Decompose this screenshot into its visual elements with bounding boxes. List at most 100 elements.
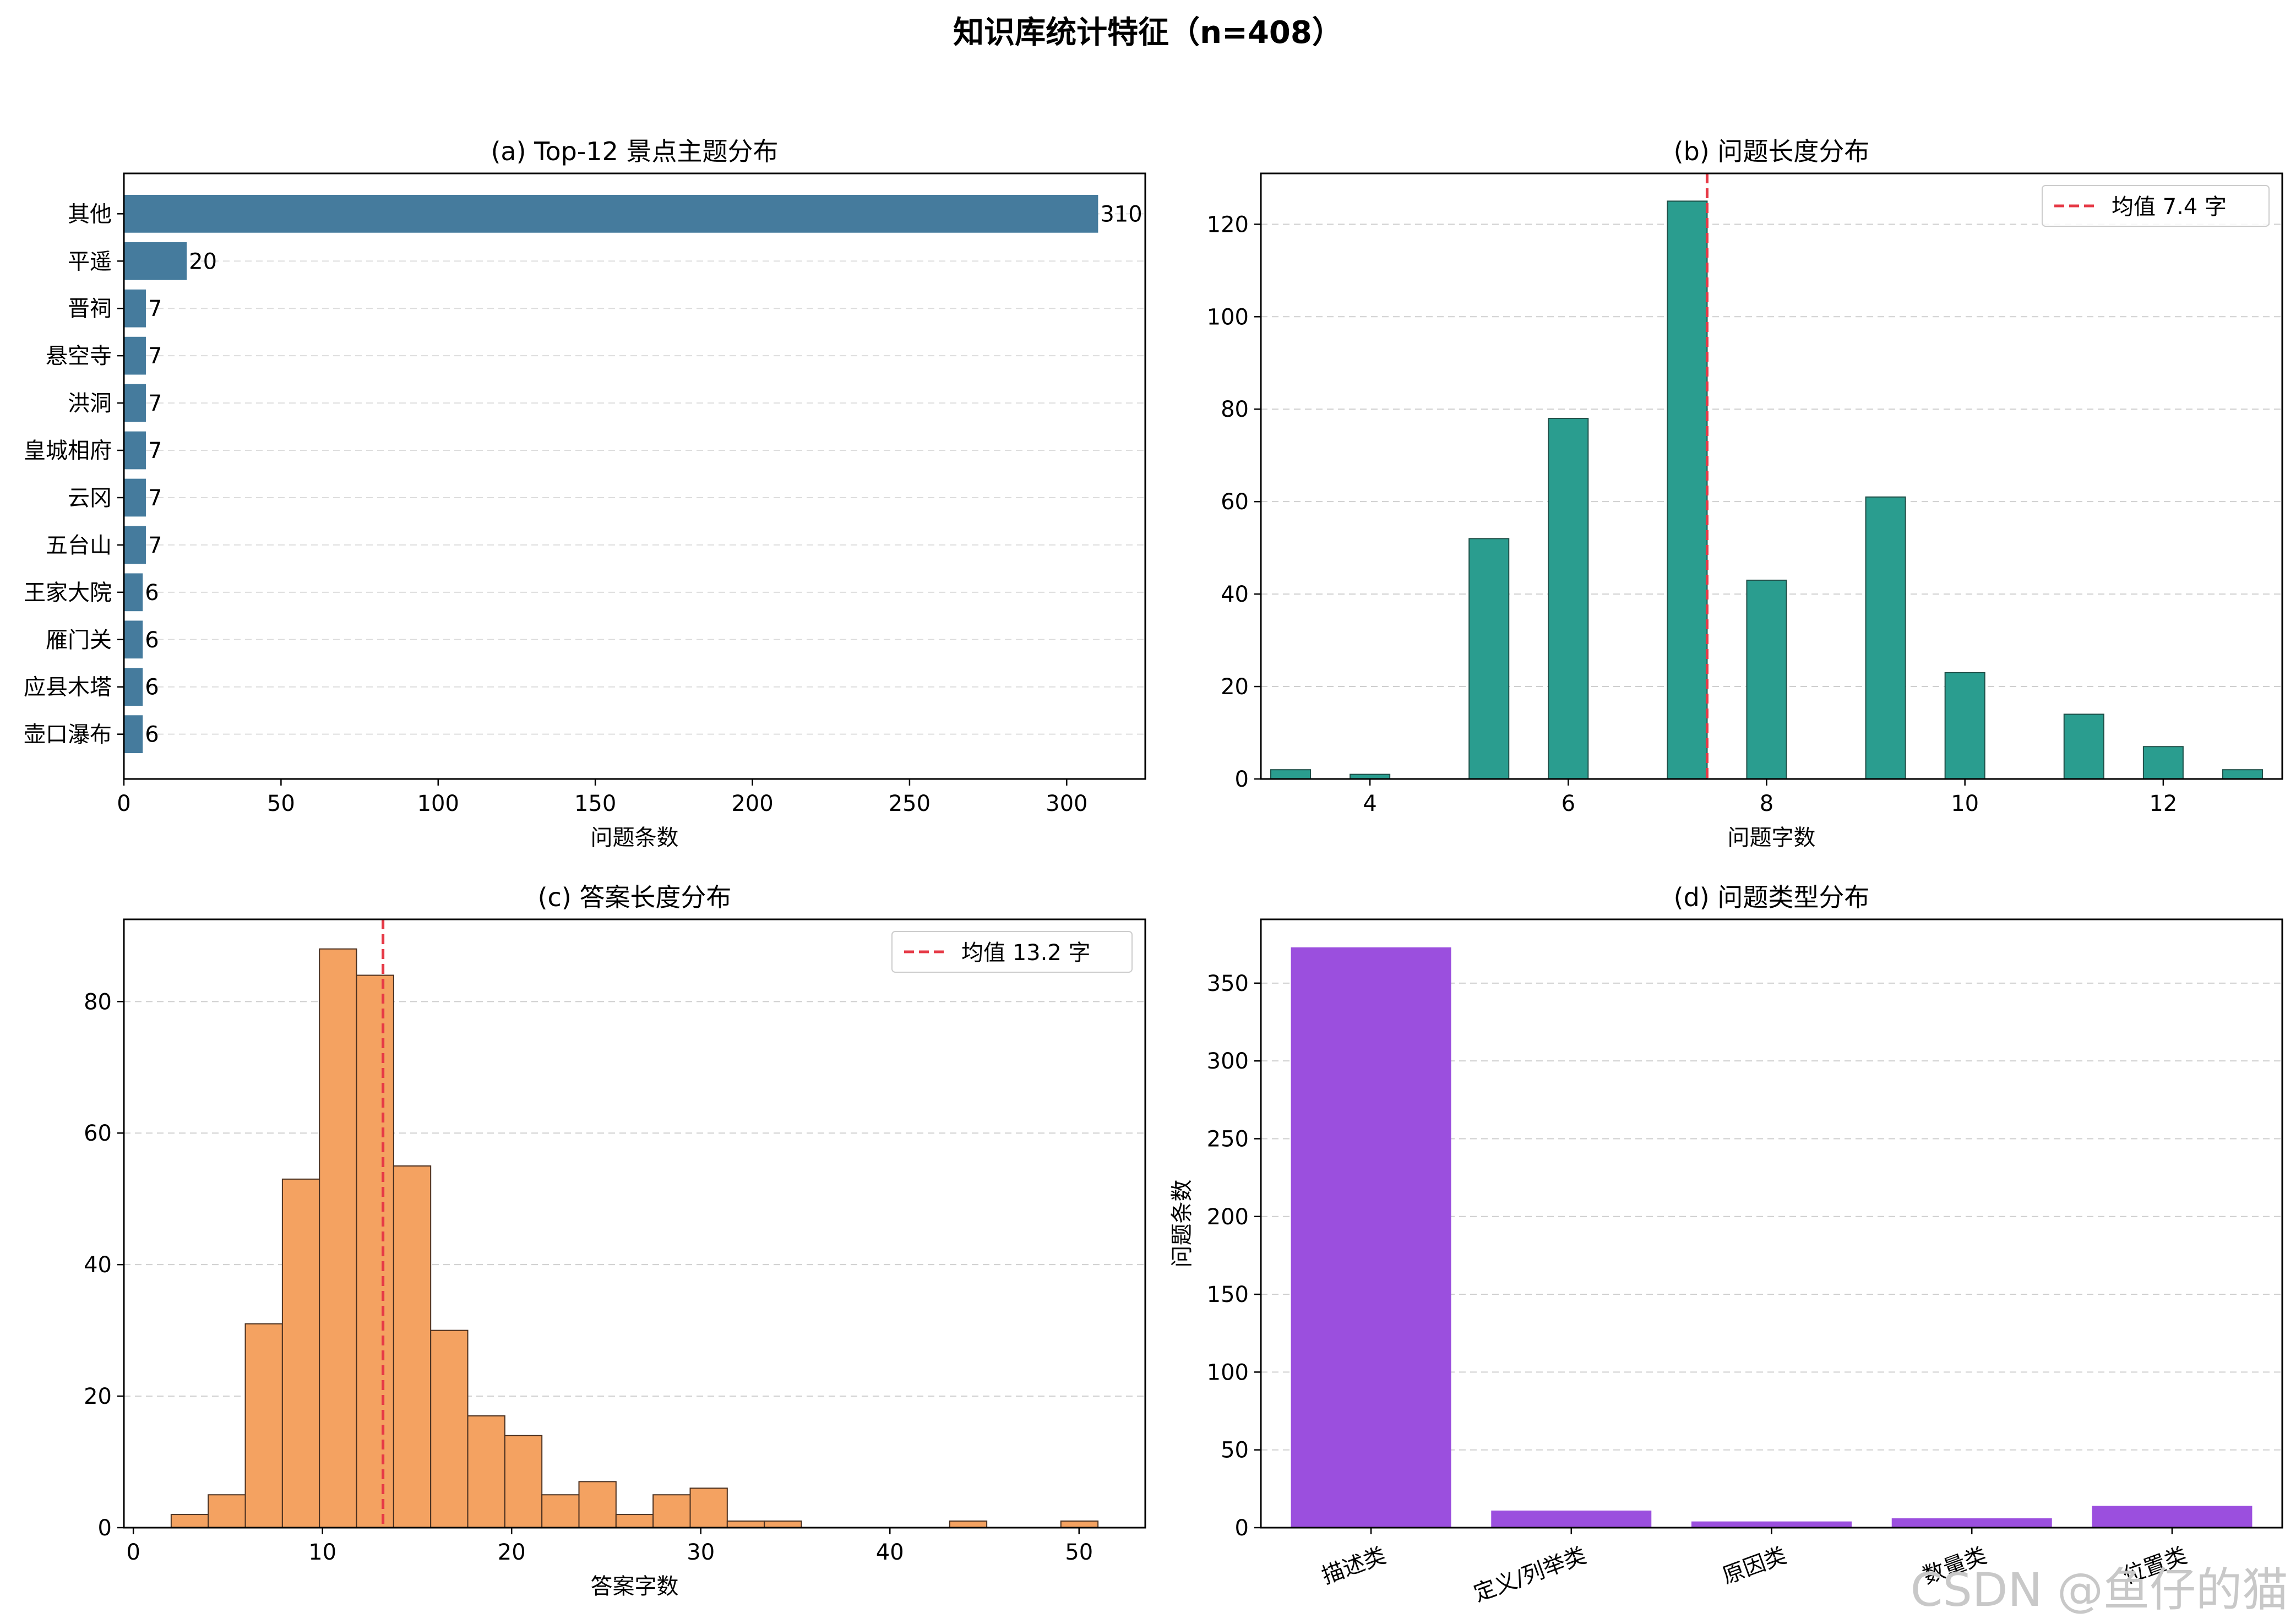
panel-d-bar: [2092, 1506, 2253, 1528]
panel-a-data-label: 7: [148, 486, 162, 511]
panel-b-bar: [1865, 496, 1906, 780]
panel-c-xlabel: 答案字数: [591, 1574, 679, 1599]
panel-c-xtick-label: 40: [876, 1540, 904, 1565]
panel-a-data-label: 6: [145, 675, 159, 700]
panel-c-bar: [281, 1178, 320, 1528]
panel-c-bar: [689, 1487, 728, 1528]
panel-d-ytick-label: 100: [1207, 1360, 1249, 1385]
panel-a-bar: [124, 336, 146, 375]
panel-c-ytick-label: 0: [98, 1516, 112, 1541]
panel-a-bar: [124, 478, 146, 517]
panel-b-xtick-label: 10: [1951, 791, 1979, 816]
panel-c-bar: [615, 1514, 654, 1529]
panel-b-xtick-label: 12: [2149, 791, 2177, 816]
panel-a-xtick-label: 100: [417, 791, 459, 816]
panel-b-ytick-label: 40: [1221, 582, 1249, 607]
panel-a-title: (a) Top-12 景点主题分布: [491, 137, 778, 166]
panel-b-legend-frame: [2042, 185, 2270, 227]
panel-a-ytick-label: 壶口瀑布: [24, 722, 112, 748]
panel-a-ytick-label: 皇城相府: [24, 438, 112, 464]
panel-a-ytick-label: 平遥: [68, 249, 112, 274]
panel-c-xtick-label: 20: [498, 1540, 526, 1565]
panel-a-ytick-label: 王家大院: [24, 580, 112, 606]
panel-b-ytick-label: 20: [1221, 674, 1249, 700]
panel-a-xtick-label: 0: [117, 791, 130, 816]
panel-b-legend-label: 均值 7.4 字: [2112, 194, 2227, 220]
panel-c-bar: [467, 1415, 505, 1529]
panel-c-ytick-label: 20: [84, 1384, 112, 1409]
panel-a: 310 其他 20 平遥 7 晋祠 7 悬空寺 7 洪洞 7 皇城相府 7 云冈 7 五台山 6 王家大院 6 雁门关…: [24, 137, 1146, 851]
panel-c-bar: [504, 1435, 543, 1529]
watermark: CSDN @鱼仔的猫: [1910, 1563, 2288, 1617]
panel-d-ytick-label: 250: [1207, 1126, 1249, 1152]
panel-d-ytick-label: 350: [1207, 971, 1249, 996]
panel-d-bar: [1291, 947, 1451, 1528]
panel-a-xlabel: 问题条数: [591, 825, 679, 851]
panel-d-xtick-label: 定义/列举类: [1471, 1543, 1590, 1606]
panel-a-ytick-label: 五台山: [46, 533, 112, 558]
panel-a-ytick-label: 晋祠: [68, 296, 112, 321]
panel-a-data-label: 310: [1100, 201, 1142, 227]
panel-d-ylabel: 问题条数: [1169, 1180, 1195, 1268]
panel-b-xtick-label: 4: [1363, 791, 1376, 816]
panel-c-ytick-label: 60: [84, 1121, 112, 1146]
panel-a-bar: [124, 668, 143, 706]
panel-a-ytick-label: 洪洞: [68, 391, 112, 416]
panel-a-frame: [123, 172, 1146, 780]
panel-a-bar: [124, 620, 143, 659]
panel-a-bar: [124, 715, 143, 754]
panel-d-ytick-label: 50: [1221, 1438, 1249, 1463]
panel-a-ytick-label: 悬空寺: [46, 344, 112, 369]
panel-c-bar: [170, 1514, 209, 1529]
panel-a-data-label: 7: [148, 296, 162, 321]
panel-c-legend-frame: [891, 931, 1133, 973]
panel-c-bar: [726, 1521, 765, 1528]
panel-b-bar: [2063, 713, 2104, 780]
panel-a-bar: [124, 431, 146, 470]
panel-b-ytick-label: 120: [1207, 212, 1249, 237]
panel-c-ytick-label: 80: [84, 989, 112, 1015]
panel-b-bar: [1468, 538, 1510, 780]
panel-a-data-label: 6: [145, 722, 159, 748]
panel-b-bar: [2142, 746, 2184, 780]
panel-d-title: (d) 问题类型分布: [1674, 882, 1870, 912]
panel-a-data-label: 7: [148, 344, 162, 369]
panel-c-xtick-label: 50: [1065, 1540, 1093, 1565]
panel-b-bar: [1944, 672, 1985, 780]
panel-a-xtick-label: 150: [574, 791, 616, 816]
panel-a-ytick-label: 其他: [68, 201, 112, 227]
panel-a-data-label: 7: [148, 391, 162, 416]
panel-b-ytick-label: 100: [1207, 304, 1249, 330]
panel-d-xtick-label: 描述类: [1319, 1543, 1389, 1589]
panel-a-data-label: 7: [148, 533, 162, 558]
panel-b-bar: [1270, 769, 1312, 780]
panel-a-bar: [124, 289, 146, 328]
panel-a-xtick-label: 200: [731, 791, 773, 816]
panel-c-bar: [541, 1494, 580, 1528]
panel-b-xtick-label: 8: [1760, 791, 1773, 816]
panel-a-bar: [124, 526, 146, 564]
panel-c-title: (c) 答案长度分布: [538, 882, 732, 912]
panel-b-bar: [1667, 200, 1708, 780]
panel-b-ytick-label: 60: [1221, 489, 1249, 515]
panel-a-bar: [124, 384, 146, 422]
panel-b-legend: 均值 7.4 字: [2042, 185, 2270, 227]
panel-a-xtick-label: 50: [267, 791, 295, 816]
panel-d-ytick-label: 200: [1207, 1205, 1249, 1230]
panel-d-frame: [1260, 918, 2283, 1529]
panel-a-bar: [124, 573, 143, 612]
panel-c-bar: [244, 1323, 283, 1529]
panel-c-bar: [430, 1329, 469, 1528]
panel-b-bar: [1548, 418, 1589, 780]
panel-d-bar: [1891, 1518, 2052, 1528]
panel-a-bar: [124, 194, 1098, 233]
panel-a-ytick-label: 雁门关: [46, 628, 112, 653]
panel-a-ytick-label: 云冈: [68, 486, 112, 511]
panel-c-xtick-label: 10: [308, 1540, 336, 1565]
panel-d-bar: [1691, 1521, 1852, 1528]
panel-a-data-label: 7: [148, 438, 162, 464]
